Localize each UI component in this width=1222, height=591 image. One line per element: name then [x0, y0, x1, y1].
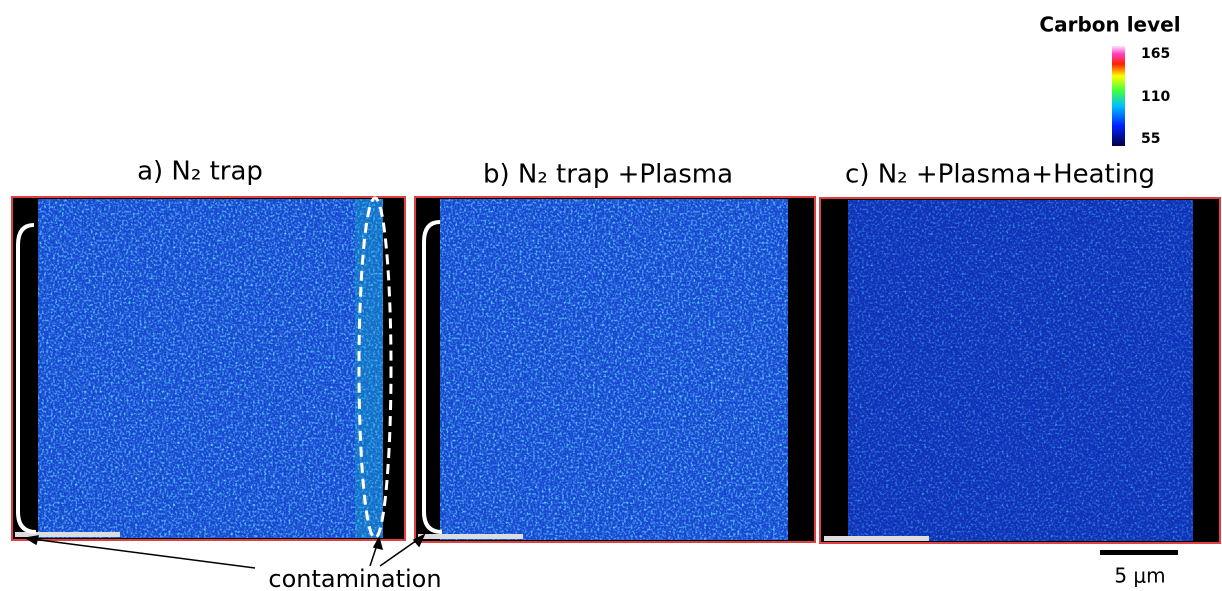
panel-image [819, 197, 1221, 544]
colorbar [1112, 46, 1125, 146]
colorbar-label: Carbon level [1039, 13, 1180, 37]
panel-title: c) N₂ +Plasma+Heating [845, 160, 1155, 190]
annotation-label: contamination [268, 565, 441, 591]
colorbar-tick: 55 [1141, 131, 1160, 147]
panel-image [414, 196, 816, 543]
annotation-arrows [23, 533, 426, 569]
colorbar-tick: 110 [1141, 89, 1170, 105]
colorbar-tick: 165 [1141, 46, 1170, 62]
panel-title: a) N₂ trap [137, 157, 263, 187]
panel-title: b) N₂ trap +Plasma [483, 160, 733, 190]
panel-image [11, 196, 406, 541]
scale-bar [1100, 550, 1178, 555]
scale-bar-label: 5 μm [1114, 564, 1165, 588]
